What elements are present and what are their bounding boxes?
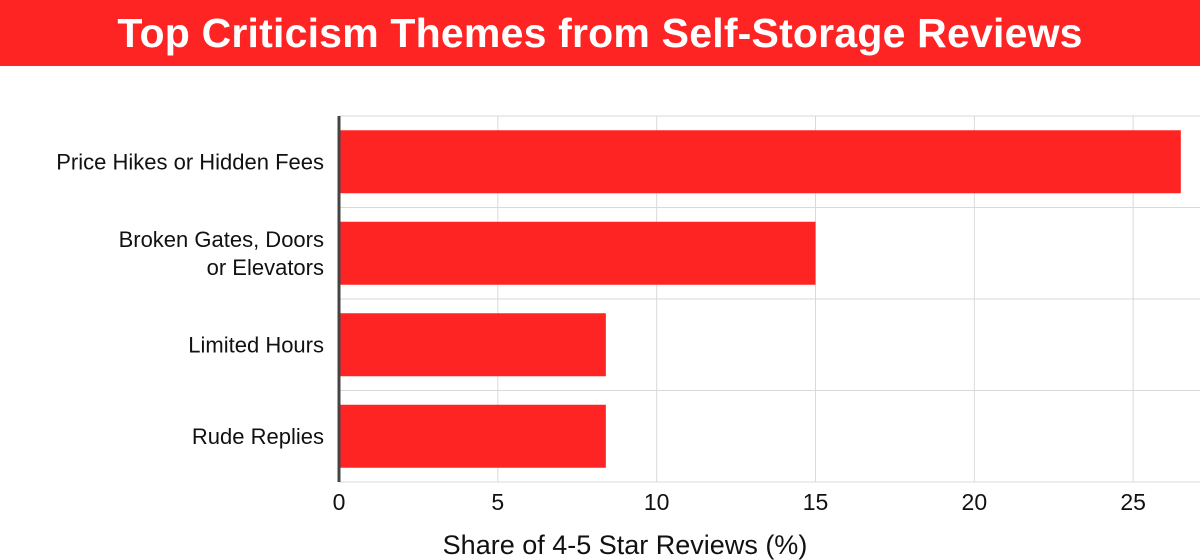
- x-tick-label: 0: [333, 489, 346, 515]
- bar: [339, 221, 816, 285]
- category-label: Broken Gates, Doors: [119, 227, 324, 252]
- category-label: Limited Hours: [188, 332, 324, 357]
- x-tick-label: 25: [1120, 489, 1146, 515]
- title-bar: Top Criticism Themes from Self-Storage R…: [0, 0, 1200, 66]
- bar: [339, 404, 606, 468]
- chart-title: Top Criticism Themes from Self-Storage R…: [117, 9, 1083, 56]
- category-label: Price Hikes or Hidden Fees: [56, 149, 324, 174]
- x-tick-label: 5: [491, 489, 504, 515]
- x-tick-label: 20: [962, 489, 988, 515]
- x-axis-title: Share of 4-5 Star Reviews (%): [443, 530, 808, 560]
- bar: [339, 130, 1181, 194]
- category-label: Rude Replies: [192, 424, 324, 449]
- category-label: or Elevators: [207, 255, 324, 280]
- x-tick-label: 15: [803, 489, 829, 515]
- x-tick-label: 10: [644, 489, 670, 515]
- bar: [339, 313, 606, 377]
